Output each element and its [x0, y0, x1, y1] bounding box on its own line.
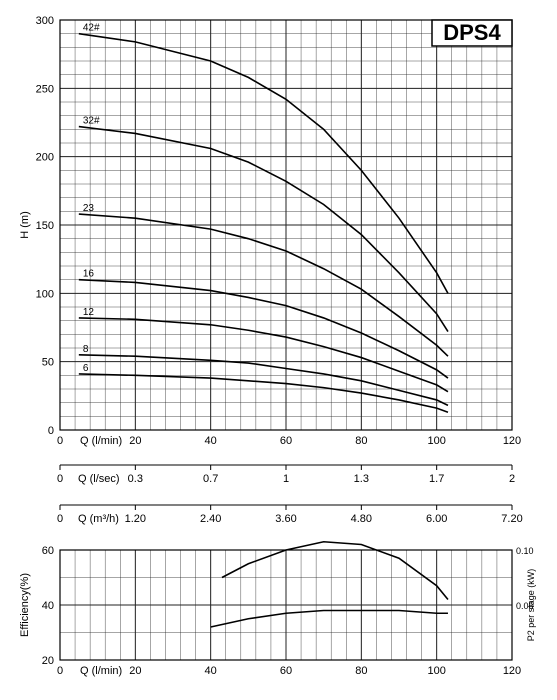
eff-curve — [211, 611, 448, 628]
curve-label: 32# — [83, 116, 100, 127]
aux-tick: 1.7 — [429, 473, 444, 485]
efficiency-chart: 0204060801001202040600.050.10Q (l/min)Ef… — [19, 542, 536, 677]
aux-tick: 3.60 — [275, 513, 296, 525]
main-xtick: 60 — [280, 435, 292, 447]
pump-curve — [79, 318, 448, 392]
main-ytick: 200 — [36, 152, 54, 164]
aux-tick: 2.40 — [200, 513, 221, 525]
title-box: DPS4 — [432, 20, 512, 46]
eff-xtick: 20 — [129, 665, 141, 677]
main-xtick: 80 — [355, 435, 367, 447]
main-chart: 0 20 40 60 80 100 120 0 50 100 150 200 250 300 42# 32# 2… — [19, 15, 521, 447]
eff-xtick: 60 — [280, 665, 292, 677]
eff-xtick: 80 — [355, 665, 367, 677]
eff-ytick-left: 40 — [42, 600, 54, 612]
eff-xtick: 120 — [503, 665, 521, 677]
aux-tick: 6.00 — [426, 513, 447, 525]
aux-axis: 0 0.3 0.7 1 1.3 1.7 2 Q (l/sec) — [57, 465, 515, 485]
aux-tick: 1 — [283, 473, 289, 485]
eff-ytick-right: 0.10 — [516, 546, 534, 556]
curve-label: 8 — [83, 344, 89, 355]
main-ytick: 50 — [42, 357, 54, 369]
aux-tick: 0.3 — [128, 473, 143, 485]
main-xtick: 100 — [427, 435, 445, 447]
pump-curve — [79, 34, 448, 294]
eff-ylabel-left: Efficiency(%) — [19, 573, 31, 637]
curve-label: 12 — [83, 307, 95, 318]
eff-ytick-left: 20 — [42, 655, 54, 667]
aux-tick: 0.7 — [203, 473, 218, 485]
main-xtick: 20 — [129, 435, 141, 447]
main-ytick: 150 — [36, 220, 54, 232]
eff-xtick: 0 — [57, 665, 63, 677]
curve-label: 16 — [83, 269, 95, 280]
main-ytick: 250 — [36, 83, 54, 95]
curve-label: 6 — [83, 363, 89, 374]
aux-tick: 0 — [57, 473, 63, 485]
aux-tick: 0 — [57, 513, 63, 525]
aux-tick: 1.3 — [354, 473, 369, 485]
pump-curve — [79, 214, 448, 356]
aux-label: Q (l/sec) — [78, 473, 120, 485]
pump-curve — [79, 280, 448, 378]
main-xtick: 40 — [205, 435, 217, 447]
main-ytick: 100 — [36, 288, 54, 300]
pump-curve — [79, 355, 448, 406]
curve-label: 42# — [83, 23, 100, 34]
pump-curve — [79, 374, 448, 412]
main-ytick: 0 — [48, 425, 54, 437]
eff-xtick: 40 — [205, 665, 217, 677]
pump-curve-chart: 02040608010012005010015020025030042#32#2… — [10, 10, 547, 690]
aux-tick: 1.20 — [125, 513, 146, 525]
main-xtick: 0 — [57, 435, 63, 447]
main-ytick: 300 — [36, 15, 54, 27]
aux-tick: 7.20 — [501, 513, 522, 525]
main-ylabel: H (m) — [19, 211, 31, 239]
eff-xlabel: Q (l/min) — [80, 665, 122, 677]
aux-tick: 2 — [509, 473, 515, 485]
eff-ylabel-right: P2 per stage (kW) — [526, 569, 536, 642]
aux-label: Q (m³/h) — [78, 513, 119, 525]
main-xtick: 120 — [503, 435, 521, 447]
title-text: DPS4 — [443, 20, 501, 45]
aux-tick: 4.80 — [351, 513, 372, 525]
eff-xtick: 100 — [427, 665, 445, 677]
curve-label: 23 — [83, 203, 95, 214]
main-xlabel: Q (l/min) — [80, 435, 122, 447]
chart-svg: 02040608010012005010015020025030042#32#2… — [10, 10, 547, 690]
eff-ytick-left: 60 — [42, 545, 54, 557]
aux-axis: 0 1.20 2.40 3.60 4.80 6.00 7.20 Q (m³/h) — [57, 505, 523, 525]
